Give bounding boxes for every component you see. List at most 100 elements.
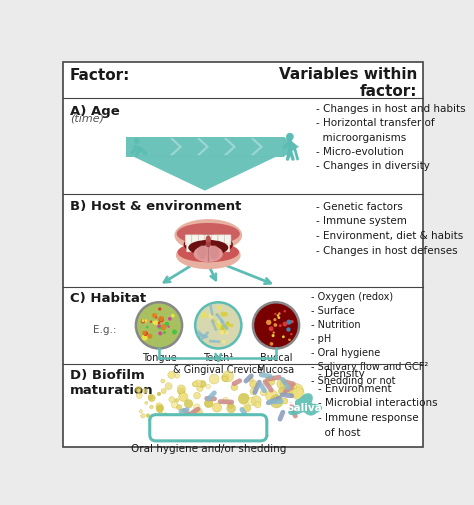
Circle shape bbox=[251, 396, 261, 406]
Circle shape bbox=[153, 321, 156, 325]
Circle shape bbox=[145, 401, 148, 405]
Ellipse shape bbox=[210, 246, 219, 260]
Circle shape bbox=[216, 323, 221, 328]
Circle shape bbox=[148, 395, 155, 402]
Circle shape bbox=[204, 399, 213, 408]
Circle shape bbox=[286, 320, 292, 325]
Circle shape bbox=[141, 320, 145, 323]
Circle shape bbox=[201, 313, 207, 319]
Circle shape bbox=[220, 329, 226, 334]
Circle shape bbox=[249, 381, 257, 388]
Circle shape bbox=[283, 322, 287, 327]
FancyBboxPatch shape bbox=[224, 244, 230, 252]
Circle shape bbox=[171, 314, 175, 318]
Text: - Density
- Environment
- Microbial interactions
- Immune response
  of host: - Density - Environment - Microbial inte… bbox=[319, 368, 438, 437]
Circle shape bbox=[211, 319, 216, 324]
Circle shape bbox=[163, 331, 166, 334]
Circle shape bbox=[226, 332, 228, 335]
Circle shape bbox=[158, 317, 164, 322]
Circle shape bbox=[290, 389, 298, 397]
Circle shape bbox=[152, 314, 157, 319]
Circle shape bbox=[253, 302, 299, 349]
Circle shape bbox=[158, 308, 162, 311]
Ellipse shape bbox=[177, 224, 240, 245]
Circle shape bbox=[225, 322, 230, 328]
Ellipse shape bbox=[194, 246, 223, 263]
FancyBboxPatch shape bbox=[199, 235, 205, 245]
Text: - Genetic factors
- Immune system
- Environment, diet & habits
- Changes in host: - Genetic factors - Immune system - Envi… bbox=[316, 201, 463, 256]
Circle shape bbox=[157, 413, 164, 420]
Circle shape bbox=[217, 321, 222, 326]
FancyBboxPatch shape bbox=[199, 244, 205, 252]
Circle shape bbox=[215, 324, 221, 330]
Circle shape bbox=[278, 317, 280, 319]
Circle shape bbox=[177, 406, 180, 409]
Circle shape bbox=[165, 383, 172, 390]
Circle shape bbox=[168, 317, 172, 321]
Circle shape bbox=[278, 313, 281, 315]
Ellipse shape bbox=[188, 240, 228, 256]
Circle shape bbox=[218, 307, 222, 310]
Circle shape bbox=[222, 397, 228, 403]
Circle shape bbox=[147, 334, 153, 339]
Text: Oral hygiene and/or shedding: Oral hygiene and/or shedding bbox=[131, 443, 286, 453]
Text: - Oxygen (redox)
- Surface
- Nutrition
- pH
- Oral hygiene
- Salivary flow and G: - Oxygen (redox) - Surface - Nutrition -… bbox=[311, 291, 428, 385]
Circle shape bbox=[194, 392, 201, 399]
Circle shape bbox=[158, 317, 164, 323]
Circle shape bbox=[193, 408, 202, 417]
Text: Tongue: Tongue bbox=[142, 352, 176, 362]
Circle shape bbox=[226, 322, 229, 325]
FancyBboxPatch shape bbox=[192, 235, 198, 245]
Circle shape bbox=[219, 330, 225, 335]
Circle shape bbox=[162, 413, 169, 421]
Ellipse shape bbox=[176, 242, 241, 270]
Circle shape bbox=[172, 402, 178, 408]
Circle shape bbox=[289, 384, 303, 398]
Circle shape bbox=[146, 326, 148, 329]
Text: A) Age: A) Age bbox=[70, 105, 119, 117]
FancyBboxPatch shape bbox=[193, 244, 199, 252]
Circle shape bbox=[142, 331, 146, 335]
Circle shape bbox=[165, 322, 169, 327]
Circle shape bbox=[286, 384, 297, 394]
Text: E.g.:: E.g.: bbox=[93, 324, 116, 334]
Circle shape bbox=[161, 325, 166, 331]
Circle shape bbox=[270, 395, 283, 408]
Circle shape bbox=[223, 315, 225, 317]
Circle shape bbox=[177, 405, 182, 410]
FancyBboxPatch shape bbox=[150, 415, 267, 441]
Circle shape bbox=[228, 403, 233, 409]
Text: (time): (time) bbox=[70, 114, 104, 124]
Circle shape bbox=[136, 302, 182, 349]
Circle shape bbox=[290, 320, 294, 324]
Text: Saliva: Saliva bbox=[286, 402, 322, 412]
Circle shape bbox=[216, 324, 219, 327]
Circle shape bbox=[192, 382, 198, 387]
FancyBboxPatch shape bbox=[211, 244, 218, 252]
Circle shape bbox=[277, 315, 279, 317]
FancyBboxPatch shape bbox=[218, 244, 224, 252]
Circle shape bbox=[221, 331, 224, 334]
Circle shape bbox=[146, 414, 150, 418]
Text: D) Biofilm
maturation: D) Biofilm maturation bbox=[70, 368, 153, 396]
Circle shape bbox=[157, 404, 164, 411]
Circle shape bbox=[213, 324, 219, 329]
Circle shape bbox=[278, 387, 287, 395]
Circle shape bbox=[244, 405, 251, 412]
Circle shape bbox=[159, 327, 161, 330]
Circle shape bbox=[222, 371, 234, 382]
Polygon shape bbox=[284, 137, 299, 158]
Circle shape bbox=[177, 385, 185, 393]
Circle shape bbox=[272, 334, 274, 337]
Circle shape bbox=[265, 376, 275, 386]
Polygon shape bbox=[134, 158, 276, 191]
Circle shape bbox=[206, 242, 211, 248]
Circle shape bbox=[209, 313, 214, 319]
Ellipse shape bbox=[177, 243, 239, 263]
Circle shape bbox=[153, 314, 155, 316]
Circle shape bbox=[266, 320, 271, 325]
Circle shape bbox=[150, 321, 152, 323]
Ellipse shape bbox=[174, 220, 242, 252]
Circle shape bbox=[215, 325, 220, 331]
Text: - Changes in host and habits
- Horizontal transfer of
  microorganisms
- Micro-e: - Changes in host and habits - Horizonta… bbox=[316, 104, 465, 171]
